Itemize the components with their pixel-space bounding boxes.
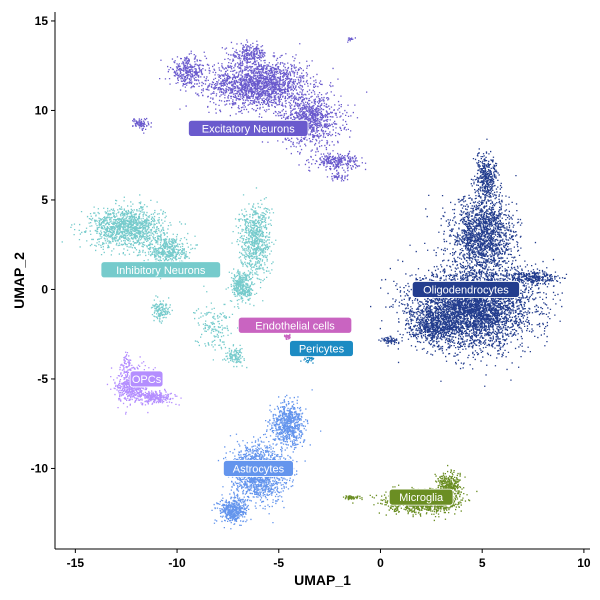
y-axis-title: UMAP_2	[11, 252, 27, 309]
cluster-label-pericytes: Pericytes	[289, 340, 354, 357]
y-tick-label: -10	[31, 461, 49, 475]
cluster-label-opcs: OPCs	[129, 370, 164, 388]
cluster-points-astrocytes	[211, 389, 322, 530]
cluster-points-microglia	[342, 464, 478, 522]
x-tick-label: 10	[577, 556, 591, 570]
cluster-label-text: Microglia	[399, 492, 444, 504]
cluster-label-box	[188, 119, 309, 137]
y-ticks: -10 -5 0 5 10 15	[31, 14, 55, 475]
cluster-label-box	[223, 460, 294, 477]
y-tick-label: 15	[35, 14, 49, 28]
cluster-label-box	[289, 340, 354, 357]
axes	[54, 12, 590, 550]
cluster-label-box	[100, 261, 221, 279]
cluster-label-box	[411, 281, 520, 298]
cluster-label-text: Oligodendrocytes	[423, 284, 509, 296]
cluster-label-oligodendrocytes: Oligodendrocytes	[411, 281, 520, 298]
cluster-points-excitatory-neurons	[132, 37, 368, 182]
x-tick-label: 5	[479, 556, 486, 570]
x-axis-title: UMAP_1	[294, 572, 351, 588]
cluster-labels: Excitatory Neurons Inhibitory Neurons OPCs…	[100, 119, 520, 506]
x-tick-label: -5	[273, 556, 284, 570]
y-tick-label: -5	[37, 372, 48, 386]
y-tick-label: 0	[41, 282, 48, 296]
x-tick-label: -15	[67, 556, 85, 570]
cluster-label-text: Pericytes	[299, 344, 345, 356]
y-tick-label: 5	[41, 193, 48, 207]
cluster-label-box	[237, 316, 353, 334]
cluster-points-oligodendrocytes	[370, 138, 568, 387]
x-tick-label: 0	[377, 556, 384, 570]
cluster-label-endothelial-cells: Endothelial cells	[237, 316, 353, 334]
cluster-label-box	[388, 488, 454, 506]
cluster-label-text: Inhibitory Neurons	[116, 265, 206, 277]
cluster-label-inhibitory-neurons: Inhibitory Neurons	[100, 261, 221, 279]
cluster-label-microglia: Microglia	[388, 488, 454, 506]
y-tick-label: 10	[35, 103, 49, 117]
x-tick-label: -10	[168, 556, 186, 570]
cluster-label-text: OPCs	[132, 374, 162, 386]
cluster-label-text: Astrocytes	[233, 463, 285, 475]
cluster-label-text: Excitatory Neurons	[202, 123, 295, 135]
cluster-label-excitatory-neurons: Excitatory Neurons	[188, 119, 309, 137]
cluster-points-endothelial-cells	[283, 333, 291, 340]
cluster-label-astrocytes: Astrocytes	[223, 460, 294, 477]
cluster-label-box	[129, 370, 164, 388]
x-ticks: -15 -10 -5 0 5 10	[67, 549, 591, 570]
cluster-label-text: Endothelial cells	[255, 320, 335, 332]
